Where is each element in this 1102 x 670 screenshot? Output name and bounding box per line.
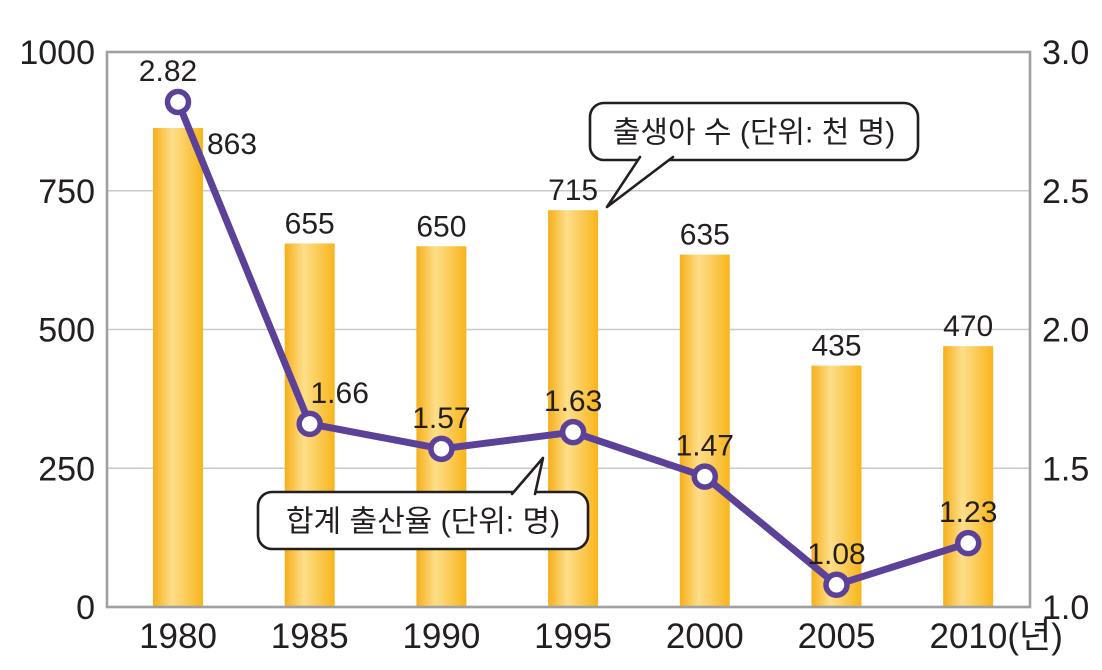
right-axis-tick: 2.0 bbox=[1042, 312, 1089, 350]
bar-value-label-1995: 715 bbox=[548, 174, 598, 207]
marker-2005 bbox=[823, 571, 850, 599]
bar-value-label-2000: 635 bbox=[680, 219, 730, 252]
left-axis-tick: 1000 bbox=[19, 34, 95, 72]
bar-value-label-1990: 650 bbox=[416, 210, 466, 243]
right-axis-tick: 2.5 bbox=[1042, 173, 1089, 211]
x-axis-tick: 2000 bbox=[666, 617, 744, 656]
births-callout-box bbox=[588, 101, 920, 162]
bar-value-label-2010: 470 bbox=[943, 310, 993, 343]
rate-value-label-1995: 1.63 bbox=[544, 385, 602, 418]
plot-frame bbox=[105, 50, 1032, 609]
marker-2000 bbox=[691, 463, 719, 490]
rate-value-label-2010: 1.23 bbox=[939, 496, 997, 529]
marker-1990 bbox=[428, 435, 455, 463]
right-axis-tick: 1.0 bbox=[1042, 589, 1089, 627]
right-axis-tick: 1.5 bbox=[1042, 450, 1089, 488]
x-axis-tick: 1980 bbox=[139, 617, 217, 656]
marker-1980 bbox=[164, 88, 192, 116]
bar-2010 bbox=[943, 346, 994, 607]
bar-value-label-2005: 435 bbox=[811, 330, 861, 363]
x-axis-tick: 1990 bbox=[402, 617, 480, 656]
left-axis-tick: 750 bbox=[38, 173, 95, 211]
fertility-callout: 합계 출산율 (단위: 명) bbox=[256, 456, 590, 551]
fertility-callout-tail bbox=[510, 456, 545, 496]
left-axis-tick: 500 bbox=[38, 312, 95, 350]
rate-value-label-1985: 1.66 bbox=[311, 377, 369, 410]
births-callout: 출생아 수 (단위: 천 명) bbox=[588, 101, 920, 209]
x-axis-tick: 2010(년) bbox=[930, 617, 1063, 656]
right-axis-tick: 3.0 bbox=[1042, 34, 1089, 72]
rate-value-label-2005: 1.08 bbox=[807, 538, 865, 571]
births-callout-label: 출생아 수 (단위: 천 명) bbox=[613, 117, 895, 150]
fertility-callout-label: 합계 출산율 (단위: 명) bbox=[286, 506, 560, 539]
marker-1995 bbox=[559, 418, 587, 446]
rate-value-label-2000: 1.47 bbox=[676, 430, 734, 463]
x-axis-tick: 1995 bbox=[534, 617, 612, 656]
left-axis-tick: 0 bbox=[76, 589, 95, 627]
bar-value-label-1985: 655 bbox=[285, 207, 335, 240]
x-axis-tick: 1985 bbox=[271, 617, 349, 656]
fertility-callout-box bbox=[256, 490, 590, 551]
bar-value-label-1980: 863 bbox=[207, 128, 257, 161]
rate-value-label-1990: 1.57 bbox=[412, 402, 470, 435]
left-axis-tick: 250 bbox=[38, 450, 95, 488]
marker-1985 bbox=[296, 410, 323, 438]
rate-value-label-1980: 2.82 bbox=[139, 55, 197, 88]
bar-2000 bbox=[679, 254, 730, 607]
marker-2010 bbox=[954, 529, 982, 557]
births-callout-tail bbox=[605, 155, 675, 209]
bar-1980 bbox=[153, 128, 203, 607]
x-axis-tick: 2005 bbox=[798, 617, 876, 656]
